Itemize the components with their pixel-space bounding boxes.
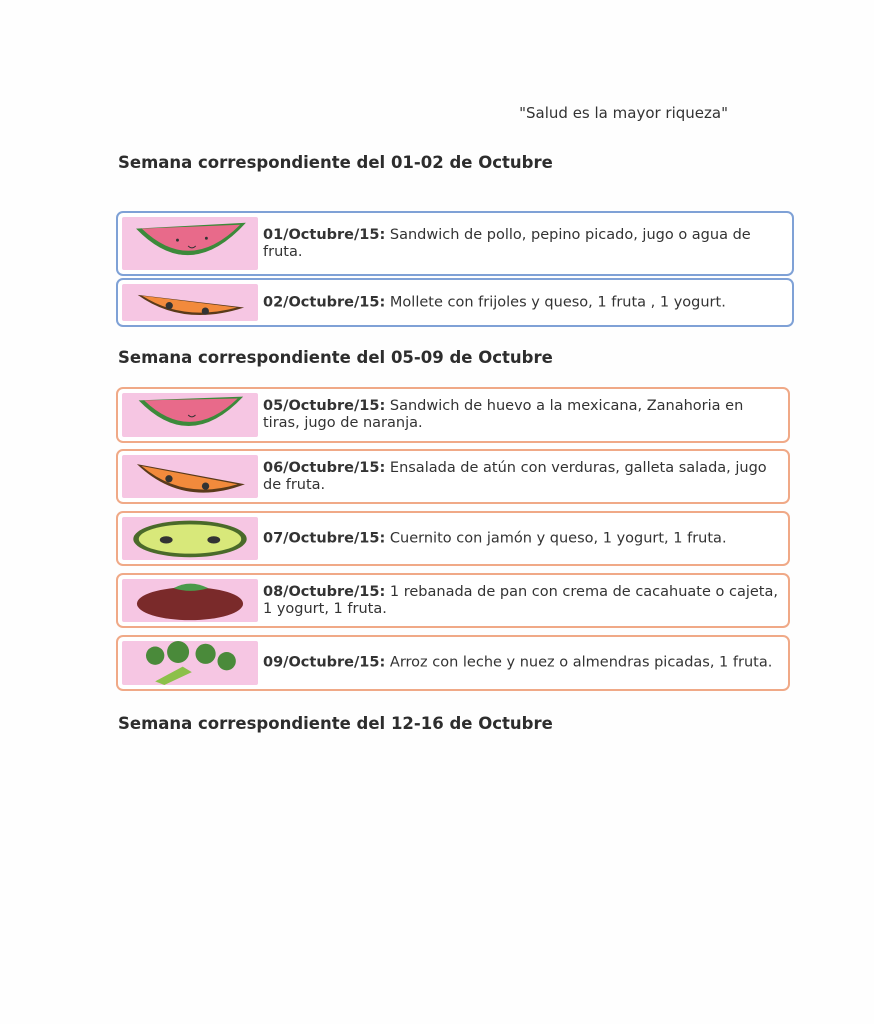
day-menu: Arroz con leche y nuez o almendras picad…	[385, 654, 773, 671]
day-date: 07/Octubre/15:	[263, 530, 386, 546]
broccoli-icon	[122, 641, 258, 685]
day-menu: Cuernito con jamón y queso, 1 yogurt, 1 …	[385, 530, 727, 546]
day-entry: 09/Octubre/15: Arroz con leche y nuez o …	[116, 635, 790, 691]
lime-slice-icon	[122, 517, 258, 560]
day-entry: 06/Octubre/15: Ensalada de atún con verd…	[116, 449, 790, 504]
day-entry: 02/Octubre/15: Mollete con frijoles y qu…	[116, 278, 794, 327]
day-entry: 08/Octubre/15: 1 rebanada de pan con cre…	[116, 573, 790, 628]
watermelon-icon	[122, 217, 258, 270]
day-menu: Mollete con frijoles y queso, 1 fruta , …	[385, 294, 726, 310]
day-entry: 01/Octubre/15: Sandwich de pollo, pepino…	[116, 211, 794, 276]
orange-slice-icon	[122, 455, 258, 498]
tomato-icon	[122, 579, 258, 622]
week-heading: Semana correspondiente del 01-02 de Octu…	[118, 153, 553, 172]
day-menu: Ensalada de atún con verduras, galleta s…	[263, 459, 767, 493]
day-menu: Sandwich de huevo a la mexicana, Zanahor…	[263, 398, 744, 431]
day-date: 09/Octubre/15:	[263, 654, 386, 671]
day-menu: 1 rebanada de pan con crema de cacahuate…	[263, 583, 778, 617]
day-menu: Sandwich de pollo, pepino picado, jugo o…	[263, 226, 751, 260]
quote: "Salud es la mayor riqueza"	[519, 104, 728, 122]
day-entry: 07/Octubre/15: Cuernito con jamón y ques…	[116, 511, 790, 566]
watermelon-icon	[122, 393, 258, 437]
week-heading: Semana correspondiente del 12-16 de Octu…	[118, 714, 553, 733]
day-date: 05/Octubre/15:	[263, 398, 386, 414]
week-heading: Semana correspondiente del 05-09 de Octu…	[118, 348, 553, 367]
orange-slice-icon	[122, 284, 258, 321]
day-entry: 05/Octubre/15: Sandwich de huevo a la me…	[116, 387, 790, 443]
day-date: 02/Octubre/15:	[263, 294, 386, 310]
day-date: 01/Octubre/15:	[263, 226, 386, 243]
day-date: 06/Octubre/15:	[263, 459, 386, 476]
day-date: 08/Octubre/15:	[263, 583, 386, 600]
